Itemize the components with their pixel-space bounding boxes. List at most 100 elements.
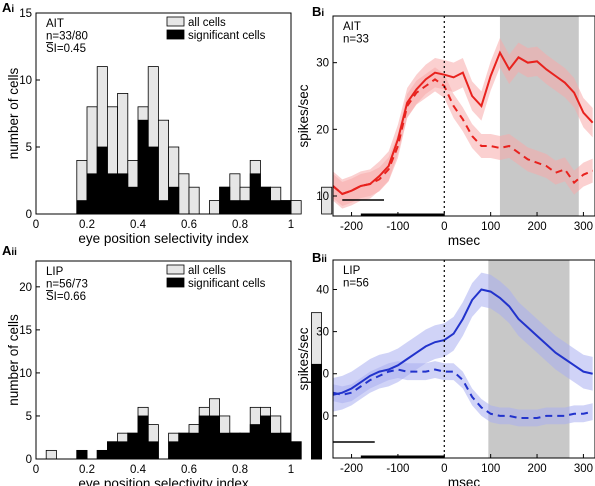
x-tick-label: 100 — [481, 221, 500, 233]
y-axis-label: number of cells — [6, 314, 21, 406]
legend-swatch — [166, 264, 185, 275]
sem-band-nonpreferred — [333, 361, 593, 427]
y-tick-label: 0 — [26, 209, 32, 221]
bar-significant-cells — [280, 200, 292, 215]
bar-significant-cells — [219, 186, 231, 215]
bar-significant-cells — [178, 432, 190, 460]
line-nonpreferred — [332, 368, 593, 419]
y-tick-label: 20 — [19, 282, 32, 294]
legend-entry: all cells — [188, 17, 226, 29]
panel-roman: ii — [321, 254, 327, 265]
panel-letter: A — [2, 0, 12, 15]
panel-letter: A — [2, 243, 12, 258]
x-axis-label: eye position selectivity index — [78, 476, 249, 486]
bar-significant-cells — [96, 449, 108, 460]
bar-significant-cells — [76, 449, 88, 460]
y-axis-label: spikes/sec — [296, 84, 311, 147]
y-tick-label: 15 — [19, 8, 32, 20]
line-nonpreferred — [332, 78, 594, 196]
bar-all-cells — [178, 173, 190, 215]
y-tick-label: 30 — [316, 327, 329, 339]
y-axis-label: spikes/sec — [296, 327, 311, 390]
sem-band-nonpreferred — [333, 67, 593, 206]
panel-annotation: LIP — [46, 266, 64, 278]
bar-significant-cells — [239, 200, 251, 215]
y-tick-label: 20 — [316, 369, 329, 381]
x-tick-label: 0.8 — [232, 464, 248, 476]
bar-significant-cells — [157, 200, 169, 215]
bar-all-cells — [290, 200, 302, 215]
legend-swatch — [166, 29, 185, 40]
bar-significant-cells — [229, 200, 241, 215]
y-axis-label: number of cells — [6, 67, 21, 159]
x-tick-label: -200 — [340, 463, 363, 475]
panel-roman: i — [321, 8, 324, 19]
bar-significant-cells — [290, 441, 302, 460]
axes-frame — [35, 12, 292, 215]
x-axis-label: eye position selectivity index — [78, 231, 249, 246]
line-preferred — [332, 50, 594, 196]
x-tick-label: -100 — [386, 221, 409, 233]
axes-frame — [35, 260, 292, 460]
bar-significant-cells — [259, 415, 271, 460]
panel-annotation: LIP — [343, 265, 361, 277]
bar-significant-cells — [117, 441, 129, 460]
panel-annotation: n=33 — [343, 34, 369, 46]
x-tick-label: 100 — [481, 463, 500, 475]
bar-significant-cells — [127, 186, 139, 215]
bar-significant-cells — [107, 173, 119, 215]
axes-frame — [332, 259, 595, 459]
panel-letter: B — [312, 4, 321, 19]
panel-annotation: SI=0.45 — [46, 43, 86, 55]
bar-significant-cells — [96, 146, 108, 215]
x-tick-label: 0.2 — [79, 219, 95, 231]
bar-significant-cells — [117, 173, 129, 215]
panel-annotation: n=56 — [343, 278, 369, 290]
axes-frame — [332, 15, 595, 217]
bar-significant-cells — [147, 441, 159, 460]
bar-significant-cells — [249, 424, 261, 460]
bar-all-cells — [45, 449, 57, 460]
bar-significant-cells — [229, 432, 241, 460]
bar-significant-cells — [310, 363, 322, 460]
bar-significant-cells — [219, 432, 231, 460]
x-tick-label: 0.4 — [130, 219, 147, 231]
y-tick-label: 15 — [19, 325, 32, 337]
bar-all-cells — [208, 200, 220, 215]
y-tick-label: 5 — [26, 142, 32, 154]
x-tick-label: -200 — [340, 221, 363, 233]
y-tick-label: 20 — [316, 124, 329, 136]
bar-all-cells — [188, 186, 200, 215]
x-tick-label: 0.8 — [232, 219, 248, 231]
bar-significant-cells — [239, 432, 251, 460]
x-tick-label: 200 — [527, 221, 546, 233]
y-tick-label: 10 — [316, 191, 329, 203]
y-tick-label: 5 — [26, 411, 32, 423]
panel-annotation: n=33/80 — [46, 31, 88, 43]
bar-significant-cells — [168, 186, 180, 215]
legend-entry: significant cells — [188, 30, 266, 42]
x-tick-label: 0.2 — [79, 464, 95, 476]
bar-significant-cells — [86, 173, 98, 215]
x-tick-label: 0 — [33, 219, 39, 231]
x-tick-label: 0 — [441, 463, 447, 475]
bar-significant-cells — [137, 415, 149, 460]
bar-significant-cells — [270, 432, 282, 460]
line-preferred — [332, 288, 593, 396]
panel-roman: ii — [11, 247, 17, 258]
y-tick-label: 10 — [316, 411, 329, 423]
panel-label: Ai — [2, 0, 14, 15]
x-tick-label: 0 — [441, 221, 447, 233]
legend-entry: significant cells — [188, 278, 266, 290]
legend-swatch — [166, 277, 185, 288]
bar-significant-cells — [147, 146, 159, 215]
x-tick-label: 0 — [33, 464, 39, 476]
y-tick-label: 0 — [26, 454, 32, 466]
bar-all-cells — [157, 119, 169, 215]
x-tick-label: 200 — [527, 463, 546, 475]
bar-significant-cells — [107, 441, 119, 460]
panel-annotation: AIT — [343, 21, 361, 33]
y-tick-label: 40 — [316, 284, 329, 296]
panel-annotation: AIT — [46, 18, 64, 30]
